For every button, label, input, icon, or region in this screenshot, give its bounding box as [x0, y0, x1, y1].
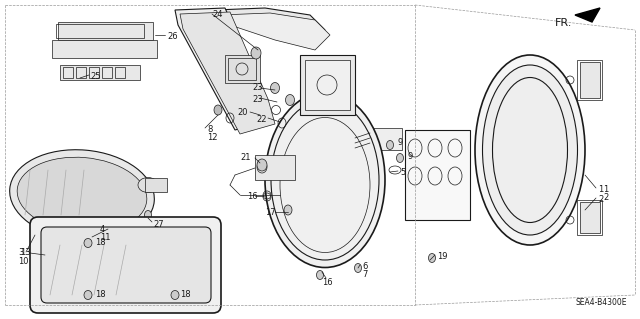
- Bar: [52, 40, 157, 58]
- Polygon shape: [215, 8, 325, 45]
- Text: 11: 11: [100, 233, 111, 242]
- Text: 4: 4: [100, 225, 105, 234]
- Text: 1: 1: [603, 185, 608, 194]
- Bar: [58, 22, 153, 40]
- Polygon shape: [220, 13, 330, 50]
- Bar: [60, 65, 140, 80]
- Bar: [300, 55, 355, 115]
- Text: 21: 21: [240, 153, 250, 162]
- Text: 26: 26: [167, 32, 178, 41]
- Ellipse shape: [271, 83, 280, 93]
- Text: 18: 18: [95, 238, 106, 247]
- Text: 16: 16: [322, 278, 333, 287]
- Bar: [228, 58, 256, 80]
- Text: SEA4-B4300E: SEA4-B4300E: [575, 298, 627, 307]
- Text: 9: 9: [407, 152, 412, 161]
- Bar: [577, 60, 602, 100]
- Bar: [305, 60, 350, 110]
- Ellipse shape: [257, 159, 267, 171]
- Text: 16: 16: [247, 192, 258, 201]
- Text: 25: 25: [90, 72, 100, 81]
- Ellipse shape: [138, 177, 158, 192]
- Text: 19: 19: [437, 252, 447, 261]
- Text: 10: 10: [18, 257, 29, 266]
- Bar: [405, 130, 470, 220]
- Text: 2: 2: [598, 195, 604, 204]
- Ellipse shape: [284, 205, 292, 215]
- Ellipse shape: [145, 211, 152, 219]
- Text: 3: 3: [18, 248, 24, 257]
- Text: 17: 17: [265, 208, 276, 217]
- Ellipse shape: [483, 65, 577, 235]
- Ellipse shape: [251, 47, 261, 59]
- Bar: [225, 55, 260, 83]
- Ellipse shape: [84, 291, 92, 300]
- Text: 23: 23: [252, 95, 262, 104]
- Text: 12: 12: [207, 133, 218, 142]
- Text: 24: 24: [212, 10, 223, 19]
- Text: 23: 23: [252, 83, 262, 92]
- Polygon shape: [575, 8, 600, 22]
- Text: 18: 18: [180, 290, 191, 299]
- Text: 18: 18: [95, 290, 106, 299]
- Ellipse shape: [265, 93, 385, 268]
- Ellipse shape: [397, 153, 403, 162]
- Text: 22: 22: [256, 115, 266, 124]
- Text: 6: 6: [362, 262, 367, 271]
- Bar: [76, 67, 86, 78]
- Ellipse shape: [475, 55, 585, 245]
- Bar: [115, 67, 125, 78]
- Text: 7: 7: [362, 270, 367, 279]
- Text: 1: 1: [598, 185, 604, 194]
- Text: 8: 8: [207, 125, 212, 134]
- Bar: [102, 67, 112, 78]
- Polygon shape: [180, 12, 275, 134]
- FancyBboxPatch shape: [41, 227, 211, 303]
- Text: 9: 9: [398, 138, 403, 147]
- Text: FR.: FR.: [555, 18, 572, 28]
- Ellipse shape: [429, 254, 435, 263]
- Text: 2: 2: [603, 193, 608, 202]
- Bar: [63, 67, 73, 78]
- Bar: [89, 67, 99, 78]
- Ellipse shape: [317, 271, 323, 279]
- Polygon shape: [175, 8, 270, 130]
- Ellipse shape: [387, 140, 394, 150]
- Bar: [56, 24, 144, 38]
- FancyBboxPatch shape: [30, 217, 221, 313]
- Ellipse shape: [214, 105, 222, 115]
- Ellipse shape: [171, 291, 179, 300]
- Bar: [577, 200, 602, 235]
- Text: 13: 13: [20, 248, 31, 257]
- Ellipse shape: [10, 150, 154, 240]
- Bar: [580, 62, 600, 98]
- Bar: [370, 128, 402, 150]
- Bar: [580, 202, 600, 233]
- Bar: [255, 155, 295, 180]
- Text: 5: 5: [400, 168, 405, 177]
- Text: 20: 20: [237, 108, 248, 117]
- Ellipse shape: [285, 94, 294, 106]
- Bar: [145, 178, 167, 192]
- Text: 27: 27: [153, 220, 164, 229]
- Ellipse shape: [17, 157, 147, 233]
- Ellipse shape: [84, 239, 92, 248]
- Ellipse shape: [355, 263, 362, 272]
